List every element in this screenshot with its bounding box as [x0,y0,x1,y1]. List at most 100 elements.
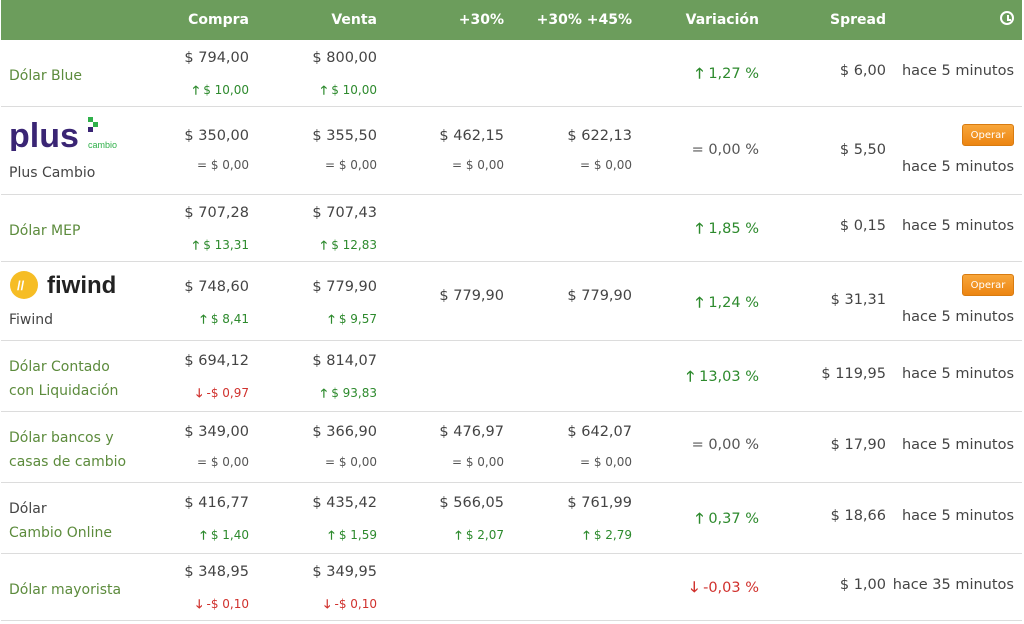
compra-change: 🡑 $ 10,00 [193,81,249,102]
row-name-link[interactable]: Dólar Cambio Online [9,497,112,545]
updated-time: hace 5 minutos [901,309,1014,325]
plus-cambio-logo[interactable]: plus cambio [9,117,119,151]
venta-change-value: $ 93,83 [331,386,377,400]
table-row[interactable]: Dólar Blue $ 794,00 🡑 $ 10,00 $ 800,00 🡑… [1,40,1022,107]
spread-value: $ 5,50 [839,142,886,158]
header-spread[interactable]: Spread [830,12,886,28]
venta-change: 🡓 -$ 0,10 [324,595,377,616]
table-row[interactable]: Dólar MEP $ 707,28 🡑 $ 13,31 $ 707,43 🡑 … [1,195,1022,262]
table-row[interactable]: Dólar mayorista $ 348,95 🡓 -$ 0,10 $ 349… [1,554,1022,621]
operar-button[interactable]: Operar [962,124,1014,146]
arrow-up-icon: 🡑 [455,528,466,542]
plus30-change: = $ 0,00 [451,455,504,469]
arrow-up-icon: 🡑 [200,312,211,326]
header-venta[interactable]: Venta [331,12,377,28]
venta-change-value: $ 10,00 [331,83,377,97]
venta-change: 🡑 $ 10,00 [321,81,377,102]
plus-logo-text: plus [9,117,79,151]
row-name-link[interactable]: Dólar mayorista [9,582,122,598]
table-row[interactable]: Dólar Cambio Online $ 416,77 🡑 $ 1,40 $ 4… [1,483,1022,554]
header-plus30[interactable]: +30% [458,12,504,28]
plus30-value: $ 476,97 [439,424,504,440]
arrow-up-icon: 🡑 [192,238,204,252]
plus30-45-change: = $ 0,00 [579,158,632,172]
operar-button[interactable]: Operar [962,274,1014,296]
compra-change: 🡓 -$ 0,10 [196,595,249,616]
arrow-up-icon: 🡑 [686,369,700,385]
arrow-up-icon: 🡑 [695,66,709,82]
venta-change: = $ 0,00 [324,158,377,172]
variacion-value: 🡓 -0,03 % [691,577,760,602]
fiwind-logo-text: fiwind [47,272,116,299]
header-variacion[interactable]: Variación [685,12,759,28]
variacion-text: -0,03 % [703,580,759,596]
updated-time: hace 5 minutos [901,366,1014,382]
spread-value: $ 119,95 [821,366,886,382]
plus30-change: 🡑 $ 2,07 [455,526,504,547]
header-plus30-45[interactable]: +30% +45% [536,12,632,28]
row-name: Plus Cambio [9,165,96,181]
variacion-text: 13,03 % [699,369,759,385]
venta-value: $ 779,90 [312,279,377,295]
plus30-value: $ 462,15 [439,128,504,144]
plus30-change: = $ 0,00 [451,158,504,172]
venta-change: 🡑 $ 12,83 [321,236,377,257]
venta-value: $ 800,00 [312,50,377,66]
spread-value: $ 17,90 [830,437,886,453]
row-name-line2: casas de cambio [9,454,127,470]
arrow-up-icon: 🡑 [328,528,339,542]
compra-change-value: -$ 0,97 [206,386,250,400]
venta-value: $ 435,42 [312,495,377,511]
row-name-link[interactable]: Dólar Contado con Liquidación [9,355,118,403]
variacion-value: 🡑 1,24 % [696,292,759,317]
variacion-value: = 0,00 % [691,142,759,158]
spread-value: $ 31,31 [830,292,886,308]
spread-value: $ 6,00 [839,63,886,79]
compra-value: $ 416,77 [184,495,249,511]
table-row[interactable]: // fiwind Fiwind $ 748,60 🡑 $ 8,41 $ 779… [1,262,1022,341]
row-name-link[interactable]: Dólar bancos y casas de cambio [9,426,126,474]
arrow-up-icon: 🡑 [583,528,594,542]
venta-value: $ 355,50 [312,128,377,144]
fiwind-logo[interactable]: // fiwind [9,268,125,302]
table-row[interactable]: Dólar Contado con Liquidación $ 694,12 🡓 … [1,341,1022,412]
venta-change-value: $ 12,83 [331,238,377,252]
venta-change: 🡑 $ 93,83 [321,384,377,405]
compra-value: $ 748,60 [184,279,249,295]
arrow-up-icon: 🡑 [695,295,709,311]
table-row[interactable]: Dólar bancos y casas de cambio $ 349,00 =… [1,412,1022,483]
row-name-link[interactable]: Dólar Blue [9,68,83,84]
row-name: Fiwind [9,312,54,328]
table-row[interactable]: plus cambio Plus Cambio $ 350,00 = $ 0,0… [1,107,1022,195]
row-name-link[interactable]: Dólar MEP [9,223,81,239]
plus30-45-change: 🡑 $ 2,79 [583,526,632,547]
venta-change-value: $ 1,59 [338,528,377,542]
row-name-line2: con Liquidación [9,383,119,399]
row-name-line1: Dólar Contado [9,359,110,375]
venta-value: $ 349,95 [312,564,377,580]
venta-value: $ 814,07 [312,353,377,369]
updated-time: hace 5 minutos [901,437,1014,453]
arrow-down-icon: 🡓 [324,597,335,611]
arrow-up-icon: 🡑 [320,238,332,252]
arrow-up-icon: 🡑 [192,83,204,97]
arrow-down-icon: 🡓 [196,597,207,611]
clock-icon [1000,11,1014,25]
plus30-value: $ 779,90 [439,288,504,304]
variacion-value: = 0,00 % [691,437,759,453]
compra-change-value: -$ 0,10 [206,597,250,611]
variacion-value: 🡑 1,27 % [696,63,759,88]
compra-change-value: $ 8,41 [210,312,249,326]
variacion-text: 1,24 % [708,295,759,311]
arrow-up-icon: 🡑 [320,386,332,400]
compra-change: = $ 0,00 [196,455,249,469]
variacion-value: 🡑 13,03 % [687,366,760,391]
plus30-45-change-value: $ 2,79 [593,528,632,542]
table-header: Compra Venta +30% +30% +45% Variación Sp… [1,0,1022,40]
header-compra[interactable]: Compra [188,12,249,28]
compra-change: = $ 0,00 [196,158,249,172]
updated-time: hace 5 minutos [901,159,1014,175]
compra-value: $ 350,00 [184,128,249,144]
compra-change: 🡑 $ 13,31 [193,236,249,257]
